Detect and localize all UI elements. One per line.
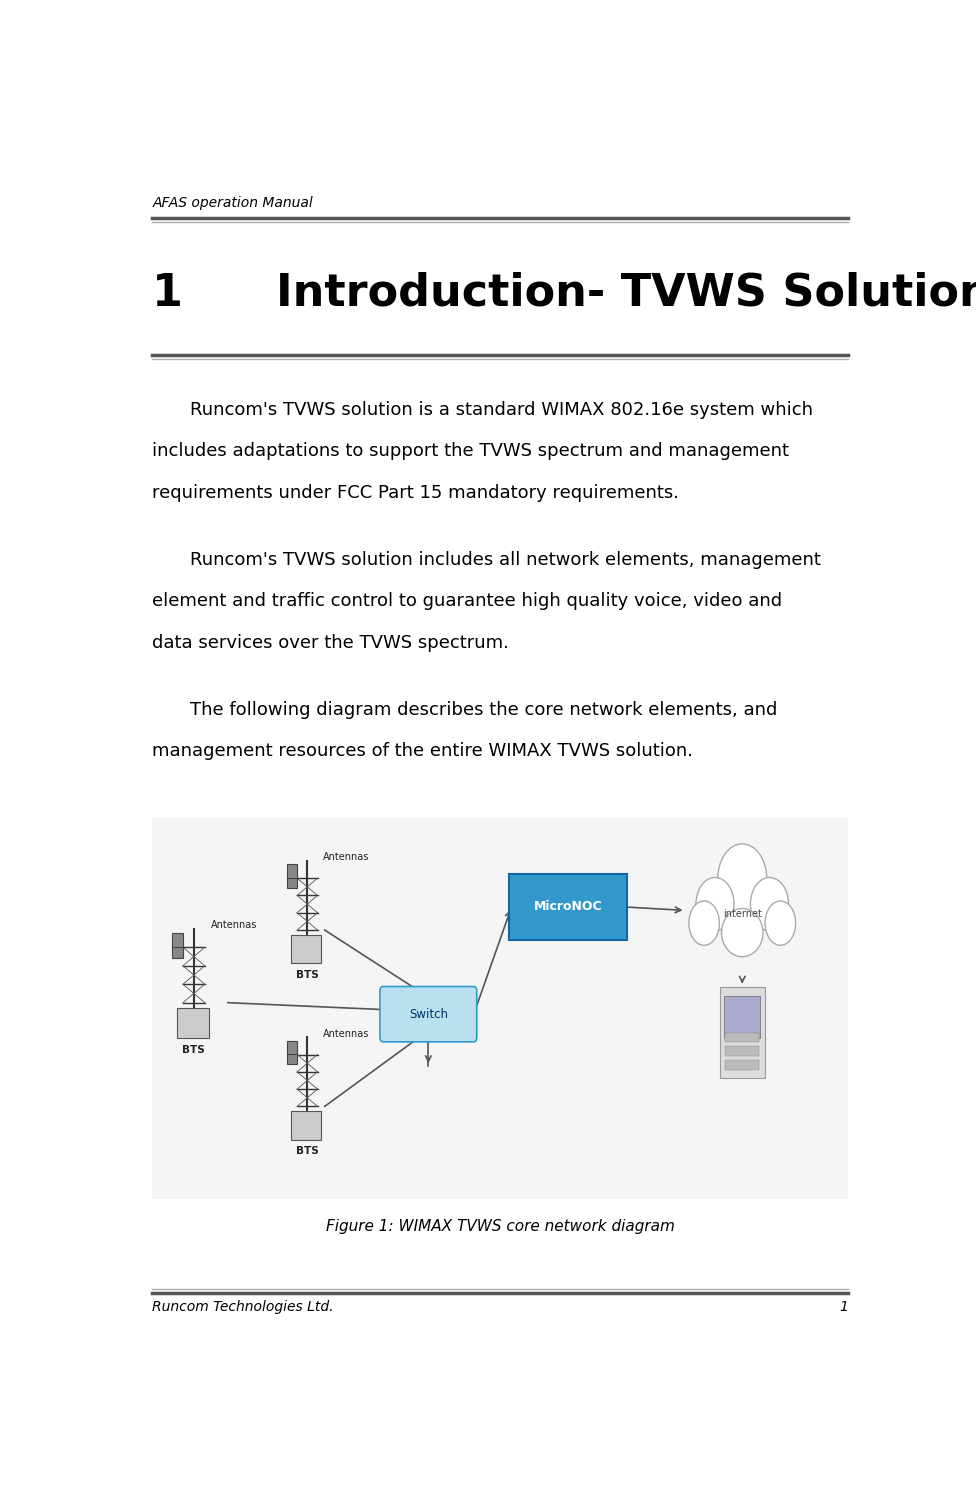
FancyBboxPatch shape [720, 987, 764, 1078]
Text: BTS: BTS [296, 1147, 319, 1156]
FancyBboxPatch shape [380, 987, 476, 1042]
Ellipse shape [751, 877, 789, 931]
Text: Switch: Switch [409, 1007, 448, 1021]
FancyBboxPatch shape [725, 1046, 759, 1055]
FancyBboxPatch shape [172, 945, 183, 958]
FancyBboxPatch shape [509, 874, 628, 940]
Text: 1      Introduction- TVWS Solution: 1 Introduction- TVWS Solution [152, 272, 976, 314]
Text: Runcom's TVWS solution includes all network elements, management: Runcom's TVWS solution includes all netw… [190, 551, 821, 569]
Text: Antennas: Antennas [211, 921, 258, 930]
Text: AFAS operation Manual: AFAS operation Manual [152, 196, 313, 210]
FancyBboxPatch shape [287, 1040, 298, 1054]
Ellipse shape [696, 877, 734, 931]
Text: BTS: BTS [296, 970, 319, 981]
FancyBboxPatch shape [291, 934, 321, 964]
Text: data services over the TVWS spectrum.: data services over the TVWS spectrum. [152, 633, 509, 651]
Ellipse shape [765, 901, 795, 945]
Text: internet: internet [723, 909, 761, 919]
FancyBboxPatch shape [177, 1007, 209, 1037]
Text: The following diagram describes the core network elements, and: The following diagram describes the core… [190, 701, 778, 719]
FancyBboxPatch shape [287, 874, 298, 888]
FancyBboxPatch shape [725, 1033, 759, 1042]
Ellipse shape [689, 901, 719, 945]
Text: MicroNOC: MicroNOC [534, 901, 602, 913]
Text: Runcom Technologies Ltd.: Runcom Technologies Ltd. [152, 1299, 334, 1314]
Text: BTS: BTS [183, 1045, 205, 1055]
FancyBboxPatch shape [287, 1051, 298, 1064]
Text: Runcom's TVWS solution is a standard WIMAX 802.16e system which: Runcom's TVWS solution is a standard WIM… [190, 401, 813, 419]
Text: management resources of the entire WIMAX TVWS solution.: management resources of the entire WIMAX… [152, 743, 693, 760]
Ellipse shape [717, 844, 767, 913]
Text: Antennas: Antennas [323, 852, 370, 862]
FancyBboxPatch shape [724, 997, 760, 1037]
Text: requirements under FCC Part 15 mandatory requirements.: requirements under FCC Part 15 mandatory… [152, 484, 679, 501]
Text: Antennas: Antennas [323, 1028, 370, 1039]
FancyBboxPatch shape [152, 819, 848, 1199]
FancyBboxPatch shape [287, 864, 298, 877]
Ellipse shape [721, 909, 763, 957]
Text: 1: 1 [839, 1299, 848, 1314]
FancyBboxPatch shape [172, 933, 183, 946]
FancyBboxPatch shape [725, 1060, 759, 1069]
Text: element and traffic control to guarantee high quality voice, video and: element and traffic control to guarantee… [152, 593, 783, 611]
Text: Figure 1: WIMAX TVWS core network diagram: Figure 1: WIMAX TVWS core network diagra… [326, 1220, 674, 1235]
Text: includes adaptations to support the TVWS spectrum and management: includes adaptations to support the TVWS… [152, 443, 790, 461]
FancyBboxPatch shape [291, 1111, 321, 1139]
